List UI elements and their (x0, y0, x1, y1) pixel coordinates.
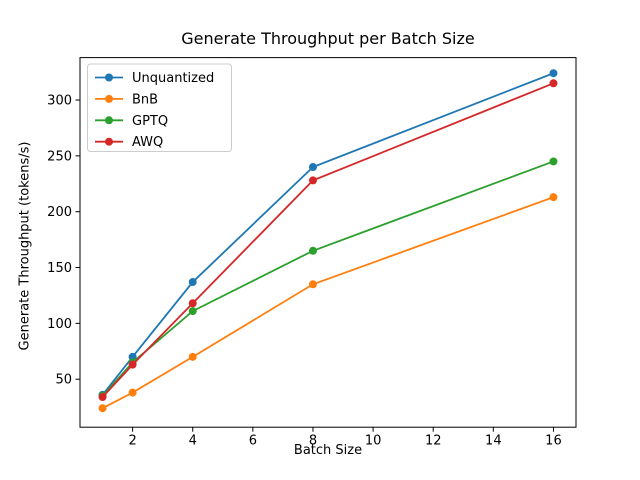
data-point (98, 404, 107, 413)
y-tick-label: 300 (47, 94, 72, 109)
y-tick-label: 200 (47, 205, 72, 220)
x-tick-label: 4 (189, 434, 197, 449)
legend-item: AWQ (95, 135, 163, 150)
data-point (308, 280, 317, 289)
data-point (188, 278, 197, 287)
x-tick-label: 16 (545, 434, 562, 449)
legend-label: Unquantized (132, 71, 214, 86)
data-point (308, 163, 317, 172)
x-tick-label: 6 (249, 434, 257, 449)
x-tick-label: 8 (309, 434, 317, 449)
x-axis: 2 4 6 8 10 12 14 16 (128, 427, 562, 449)
data-point (188, 352, 197, 361)
legend-marker (105, 116, 113, 125)
legend-marker (105, 94, 113, 103)
legend-item: Unquantized (95, 71, 214, 86)
data-point (128, 352, 137, 361)
x-tick-label: 10 (365, 434, 382, 449)
data-point (98, 393, 107, 402)
data-point (128, 388, 137, 397)
x-axis-label: Batch Size (293, 443, 363, 458)
x-tick-label: 14 (485, 434, 502, 449)
y-axis: 50 100 150 200 250 300 (47, 94, 80, 388)
data-point (549, 157, 558, 166)
x-tick-label: 2 (128, 434, 136, 449)
data-point (549, 193, 558, 202)
data-point (549, 79, 558, 88)
data-point (188, 299, 197, 308)
series-line (102, 196, 554, 410)
data-point (549, 69, 558, 78)
legend-marker (105, 137, 113, 146)
chart-title: Generate Throughput per Batch Size (181, 29, 475, 48)
legend-label: AWQ (132, 135, 163, 150)
y-tick-label: 250 (47, 149, 72, 164)
legend-label: GPTQ (132, 114, 168, 129)
legend-box (87, 63, 232, 152)
legend-label: BnB (132, 92, 158, 107)
data-point (128, 360, 137, 369)
series-awq (98, 79, 558, 402)
axes-frame (79, 57, 577, 428)
data-point (188, 307, 197, 316)
data-point (308, 246, 317, 255)
legend: Unquantized BnB GPTQ AWQ (87, 63, 232, 152)
y-tick-label: 50 (55, 373, 72, 388)
y-tick-label: 100 (47, 317, 72, 332)
legend-marker (105, 73, 113, 82)
data-point (308, 176, 317, 185)
x-tick-label: 12 (425, 434, 442, 449)
legend-item: GPTQ (95, 114, 168, 129)
series-bnb (98, 193, 558, 413)
y-tick-label: 150 (47, 261, 72, 276)
legend-item: BnB (95, 92, 158, 107)
